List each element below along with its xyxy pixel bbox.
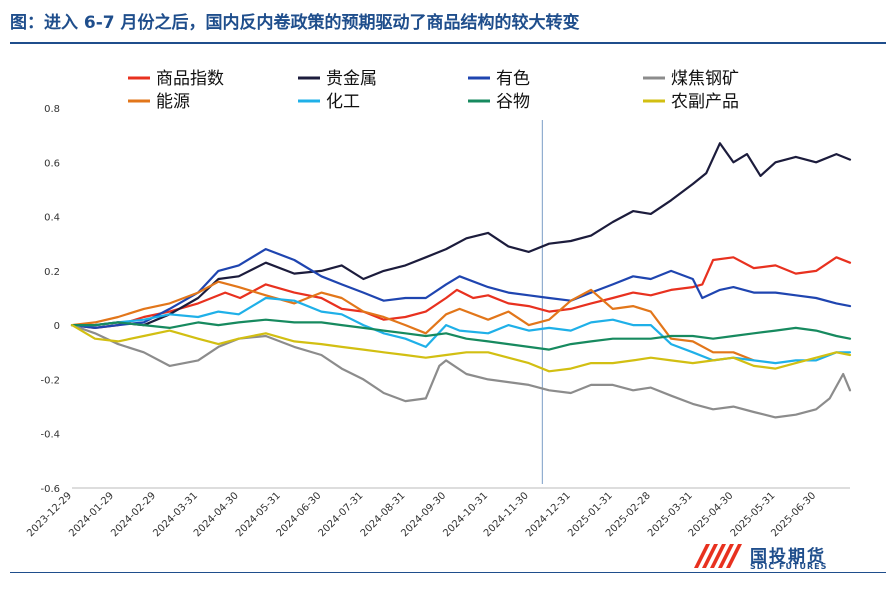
title-divider — [10, 42, 886, 44]
y-tick-label: -0.6 — [40, 484, 60, 495]
logo-subtitle: SDIC FUTURES — [750, 562, 828, 571]
y-tick-label: 0.4 — [44, 213, 60, 224]
y-tick-label: 0.6 — [44, 158, 60, 169]
legend-label: 煤焦钢矿 — [671, 69, 739, 89]
series-line-7 — [70, 318, 852, 351]
series-line-1 — [70, 256, 852, 329]
y-tick-label: -0.2 — [40, 375, 60, 386]
series-line-3 — [70, 248, 852, 329]
y-tick-label: 0.2 — [44, 267, 60, 278]
series-line-5 — [70, 280, 755, 362]
footer-divider — [10, 572, 886, 573]
legend-label: 农副产品 — [671, 92, 739, 112]
y-tick-label: 0 — [54, 321, 60, 332]
legend-label: 化工 — [326, 92, 360, 112]
legend-label: 谷物 — [496, 92, 530, 112]
legend-label: 贵金属 — [326, 69, 377, 89]
y-tick-label: 0.8 — [44, 104, 60, 115]
legend-label: 能源 — [156, 92, 190, 112]
legend-label: 有色 — [496, 69, 530, 89]
legend-label: 商品指数 — [156, 69, 224, 89]
company-logo: 国投期货 SDIC FUTURES — [690, 540, 880, 572]
series-line-8 — [70, 324, 852, 373]
y-tick-label: -0.4 — [40, 430, 60, 441]
page-title: 图：进入 6-7 月份之后，国内反内卷政策的预期驱动了商品结构的较大转变 — [10, 13, 580, 33]
series-line-2 — [70, 142, 852, 327]
logo-name: 国投期货 — [750, 547, 826, 567]
series-line-4 — [70, 324, 852, 419]
logo-mark-icon — [694, 544, 742, 568]
